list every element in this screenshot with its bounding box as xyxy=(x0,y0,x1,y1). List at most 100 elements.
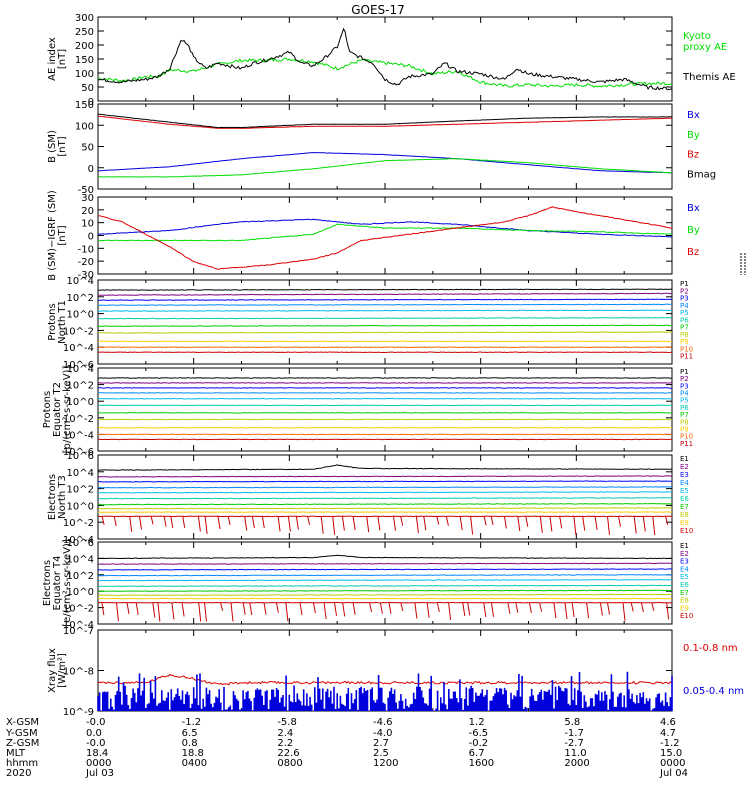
series-0-05-0-4-nm xyxy=(98,672,672,711)
y-tick-label: 250 xyxy=(75,27,94,38)
series-e7 xyxy=(98,504,672,505)
legend-by: By xyxy=(687,225,700,236)
legend-themis-ae: Themis AE xyxy=(682,72,736,83)
time-axis-value: 4.6 xyxy=(660,717,676,728)
y-axis-label-line: [e/(cm²-s-sr-keV)] xyxy=(62,539,73,627)
y-axis-label: ElectronsEquator T4[e/(cm²-s-sr-keV)] xyxy=(42,539,73,627)
y-tick-label: 100 xyxy=(75,121,94,132)
series-e2 xyxy=(98,563,672,564)
time-axis-value: 1.2 xyxy=(469,717,485,728)
series-p2 xyxy=(98,293,672,295)
y-axis-label-line: [W/m²] xyxy=(57,653,68,688)
series-e10-dropouts xyxy=(102,516,668,535)
series-by xyxy=(98,159,672,177)
legend-line: Kyoto xyxy=(683,31,711,42)
series-p8 xyxy=(98,332,672,333)
panel-protons_t2: 10^410^210^010^-210^-410^-6ProtonsEquato… xyxy=(42,364,693,458)
series-p8 xyxy=(98,419,672,420)
y-axis-label-line: [nT] xyxy=(57,225,68,245)
y-tick-label: 10^2 xyxy=(67,293,94,304)
time-axis-value: 0400 xyxy=(182,758,207,769)
y-axis-label: AE index[nT] xyxy=(47,37,68,81)
y-tick-label: 30 xyxy=(81,193,94,204)
series-e4 xyxy=(98,575,672,576)
panel-frame xyxy=(98,17,672,101)
y-tick-label: -10 xyxy=(78,244,94,255)
y-tick-label: 10 xyxy=(81,219,94,230)
legend-e6: E6 xyxy=(680,495,689,503)
panel-frame xyxy=(98,542,672,624)
legend-e3: E3 xyxy=(680,558,689,566)
y-tick-label: 300 xyxy=(75,13,94,24)
legend-e4: E4 xyxy=(680,479,689,487)
series-e6 xyxy=(98,498,672,499)
series-p7 xyxy=(98,413,672,414)
series-e5 xyxy=(98,492,672,493)
series-p3 xyxy=(98,388,672,389)
legend-long-band: 0.1-0.8 nm xyxy=(683,643,738,654)
legend-bmag: Bmag xyxy=(687,169,716,180)
time-axis-value: Jul 04 xyxy=(659,768,688,779)
y-tick-label: 100 xyxy=(75,69,94,80)
y-tick-label: 0 xyxy=(88,232,94,243)
y-tick-label: 10^6 xyxy=(67,451,94,462)
series-bx xyxy=(98,153,672,173)
legend-e8: E8 xyxy=(680,511,689,519)
y-tick-label: 10^-7 xyxy=(63,626,94,637)
y-axis-label: ProtonsNorth T1 xyxy=(47,300,68,344)
y-axis-label: B (SM)[nT] xyxy=(47,130,68,163)
legend-p11: P11 xyxy=(680,353,693,361)
series-p7 xyxy=(98,325,672,326)
series-e9 xyxy=(98,512,672,513)
panel-protons_t1: 10^410^210^010^-210^-410^-6ProtonsNorth … xyxy=(47,276,693,371)
legend-e2: E2 xyxy=(680,550,689,558)
time-axis-value: -4.6 xyxy=(373,717,393,728)
legend-bz: Bz xyxy=(687,150,699,161)
legend-bz: Bz xyxy=(687,247,699,258)
y-tick-label: 0 xyxy=(88,164,94,175)
series-e1 xyxy=(98,555,672,558)
panel-frame xyxy=(98,197,672,274)
series-e8 xyxy=(98,594,672,595)
legend-e5: E5 xyxy=(680,573,689,581)
series-e8 xyxy=(98,508,672,509)
series-e10 xyxy=(98,516,672,517)
series-p5 xyxy=(98,310,672,311)
legend-e4: E4 xyxy=(680,565,689,573)
legend-by: By xyxy=(687,130,700,141)
time-axis-row-label: 2020 xyxy=(6,768,31,779)
legend-e1: E1 xyxy=(680,455,689,463)
legend-e3: E3 xyxy=(680,471,689,479)
legend-p11: P11 xyxy=(680,440,693,448)
y-tick-label: 50 xyxy=(81,83,94,94)
y-tick-label: 10^4 xyxy=(67,468,94,479)
legend-e7: E7 xyxy=(680,589,689,597)
series-p1 xyxy=(98,378,672,379)
plot-title: GOES-17 xyxy=(351,3,405,17)
time-axis-value: 1200 xyxy=(373,758,398,769)
series-e3 xyxy=(98,481,672,482)
time-axis-value: -0.0 xyxy=(86,717,106,728)
series-e4 xyxy=(98,487,672,488)
legend-e8: E8 xyxy=(680,597,689,605)
y-axis-label: B (SM)−IGRF (SM)[nT] xyxy=(47,190,68,281)
time-axis-value: -5.8 xyxy=(277,717,297,728)
y-tick-label: 20 xyxy=(81,206,94,217)
time-axis-row-label: X-GSM xyxy=(6,717,39,728)
y-tick-label: -20 xyxy=(78,257,94,268)
legend-tick-marks xyxy=(741,253,745,275)
y-tick-label: 200 xyxy=(75,41,94,52)
y-axis-label: Xray flux[W/m²] xyxy=(47,648,68,693)
y-axis-label-line: [nT] xyxy=(57,49,68,69)
panel-frame xyxy=(98,280,672,364)
series-e1 xyxy=(98,465,672,471)
series-p1 xyxy=(98,289,672,290)
legend-bx: Bx xyxy=(687,110,700,121)
series-0-1-0-8-nm xyxy=(98,674,672,684)
legend-e10: E10 xyxy=(680,612,693,620)
time-axis-value: 1600 xyxy=(469,758,494,769)
y-tick-label: 10^0 xyxy=(67,310,94,321)
legend-e6: E6 xyxy=(680,581,689,589)
